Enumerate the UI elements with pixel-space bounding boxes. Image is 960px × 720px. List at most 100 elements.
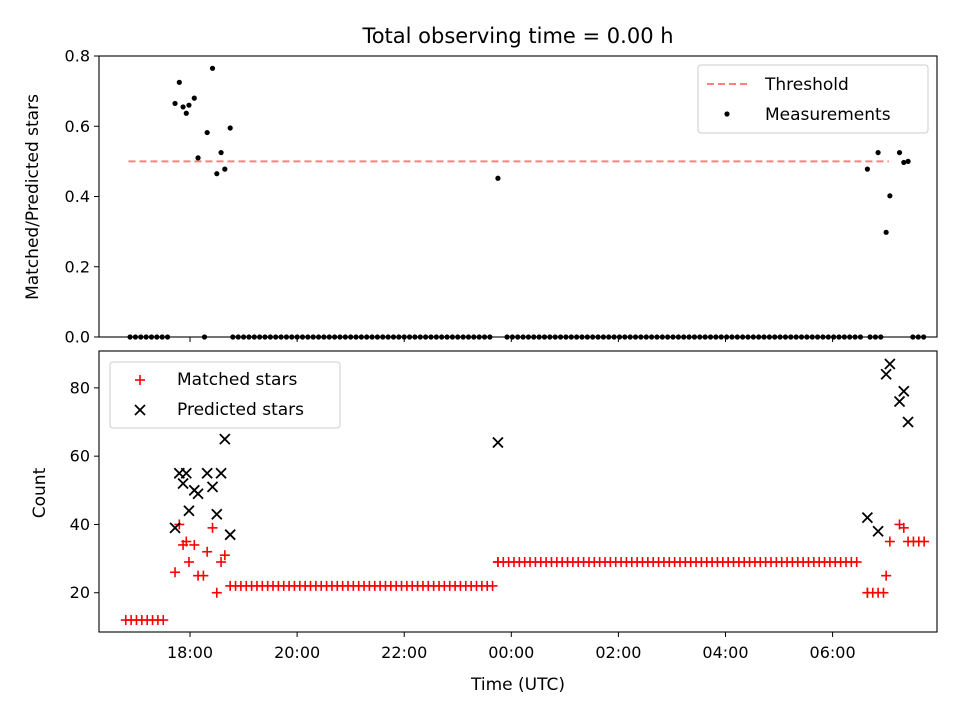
measurement-point [841, 334, 847, 340]
measurement-point [251, 334, 257, 340]
measurement-points [127, 65, 927, 340]
matched-stars-points [120, 519, 930, 626]
y-tick-label: 40 [70, 515, 90, 534]
predicted-star-point [183, 505, 195, 517]
measurement-point [186, 102, 192, 108]
measurement-point [729, 334, 735, 340]
legend-predicted-swatch [134, 404, 146, 416]
x-tick-label: 22:00 [381, 643, 427, 662]
matched-star-point [884, 536, 895, 547]
measurement-point [289, 334, 295, 340]
measurement-point [557, 334, 564, 340]
measurement-point [525, 334, 532, 340]
bottom-panel: 20 40 60 80 18:00 20:00 22:00 00:00 02:00 04:00 0… [30, 350, 938, 695]
measurement-point [643, 334, 649, 340]
measurement-point [905, 158, 911, 164]
measurement-point [910, 334, 916, 340]
measurement-point [611, 334, 617, 340]
measurement-point [201, 334, 208, 340]
predicted-star-point [224, 529, 236, 541]
predicted-star-point [206, 481, 219, 493]
measurement-point [358, 334, 364, 340]
matched-star-point [158, 615, 169, 626]
bottom-y-axis-label: Count [30, 467, 50, 518]
top-legend: Threshold Measurements [697, 64, 929, 134]
measurement-point [665, 334, 671, 340]
measurement-point [159, 334, 165, 340]
measurement-point [214, 171, 220, 177]
x-axis-label: Time (UTC) [470, 675, 565, 695]
measurement-point [654, 334, 660, 340]
measurement-point [793, 334, 799, 340]
measurement-point [536, 334, 542, 340]
y-tick-label: 0.0 [65, 328, 90, 347]
x-tick-label: 02:00 [595, 643, 641, 662]
predicted-stars-points [169, 358, 914, 541]
measurement-point [707, 334, 714, 340]
predicted-star-point [884, 358, 896, 370]
matched-star-point [189, 539, 200, 550]
x-tick-label: 18:00 [167, 643, 213, 662]
measurement-point [883, 229, 889, 235]
measurement-point [809, 334, 815, 340]
x-tick-label: 04:00 [702, 643, 748, 662]
bottom-x-axis: 18:00 20:00 22:00 00:00 02:00 04:00 06:00 [167, 632, 856, 662]
measurement-point [385, 334, 391, 340]
matched-star-point [881, 570, 892, 581]
measurement-point [180, 104, 186, 110]
measurement-point [471, 334, 477, 340]
y-tick-label: 0.6 [65, 117, 90, 136]
measurement-point [772, 334, 778, 340]
y-tick-label: 80 [70, 378, 90, 397]
measurement-point [547, 334, 553, 340]
measurement-point [901, 159, 907, 166]
measurement-point [369, 334, 375, 340]
measurement-point [417, 334, 423, 340]
top-legend-box [697, 64, 929, 134]
measurement-point [504, 334, 510, 340]
measurement-point [235, 334, 241, 340]
measurement-point [487, 334, 493, 340]
matched-star-point [919, 536, 930, 547]
measurement-point [439, 334, 445, 340]
legend-predicted-label: Predicted stars [177, 400, 304, 420]
matched-star-point [487, 580, 498, 591]
measurement-point [595, 334, 601, 340]
measurement-point [310, 334, 316, 340]
measurement-point [257, 334, 263, 340]
measurement-point [218, 149, 224, 156]
measurement-point [825, 334, 831, 340]
measurement-point [864, 166, 870, 172]
measurement-point [476, 334, 482, 340]
bottom-axes-frame [98, 350, 938, 633]
measurement-point [878, 334, 884, 340]
measurement-point [875, 149, 881, 156]
measurement-point [887, 193, 893, 199]
measurement-point [713, 334, 719, 340]
matched-star-point [170, 567, 181, 578]
measurement-point [348, 334, 354, 340]
measurement-point [183, 110, 189, 116]
measurement-point [209, 65, 216, 71]
matched-star-point [219, 550, 230, 561]
predicted-star-point [215, 467, 227, 479]
measurement-point [574, 334, 580, 340]
measurement-point [632, 334, 639, 340]
measurement-point [766, 334, 773, 340]
measurement-point [332, 334, 338, 340]
measurement-point [176, 79, 182, 85]
x-tick-label: 20:00 [274, 643, 320, 662]
measurement-point [782, 334, 789, 340]
bottom-legend-box [109, 361, 341, 429]
legend-x-marker [134, 404, 146, 416]
measurement-point [204, 129, 210, 136]
measurement-point [342, 334, 348, 340]
measurement-point [896, 149, 903, 156]
measurement-point [622, 334, 628, 340]
measurement-point [691, 334, 698, 340]
measurement-point [195, 155, 201, 161]
measurement-point [847, 334, 853, 340]
legend-threshold-label: Threshold [764, 75, 849, 95]
measurement-point [638, 334, 644, 340]
